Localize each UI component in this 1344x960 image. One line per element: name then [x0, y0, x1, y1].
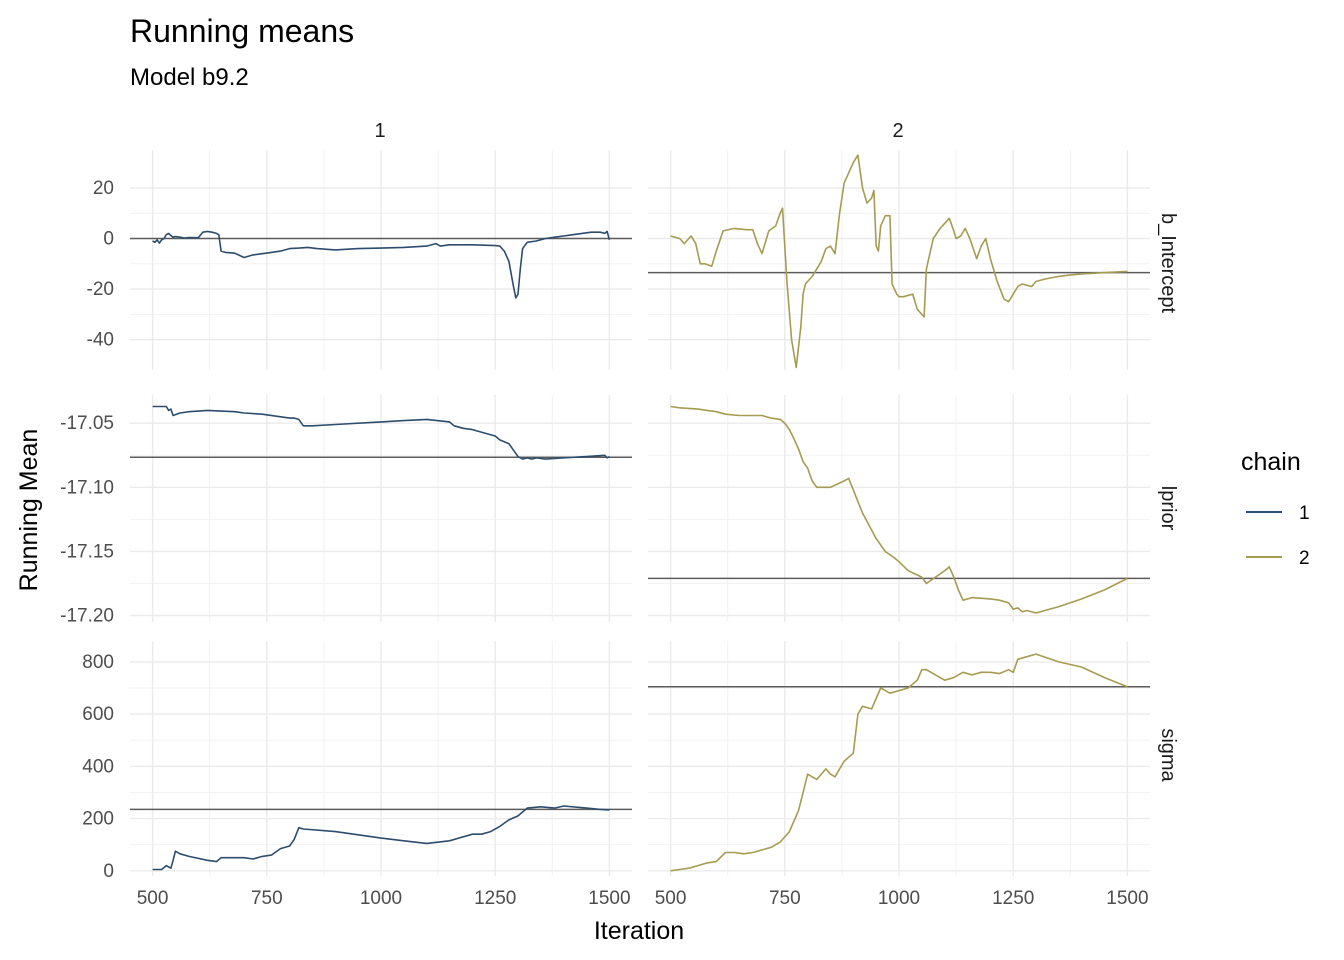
series-line-chain-1 [152, 405, 610, 460]
facet-col-label-2: 2 [892, 120, 903, 142]
x-tick-label: 500 [655, 888, 687, 909]
facet-row-label-lprior: lprior [1157, 486, 1179, 531]
panel-b-intercept-chain-1: 20 0 -20 -40 [87, 150, 632, 370]
series-line-chain-2 [670, 405, 1128, 614]
y-tick-label: 800 [82, 652, 114, 673]
panel-lprior-chain-1: -17.05 -17.10 -17.15 -17.20 [60, 395, 632, 627]
x-tick-label: 1000 [878, 888, 920, 909]
panel-lprior-chain-2 [648, 395, 1150, 622]
x-tick-label: 1250 [992, 888, 1034, 909]
y-tick-label: -20 [87, 279, 114, 300]
panel-sigma-chain-1: 800 600 400 200 0 500 750 1000 1250 1500 [82, 641, 632, 909]
legend: chain 1 2 [1241, 448, 1310, 569]
legend-title: chain [1241, 448, 1301, 476]
facet-panels: 200-20-40-17.05-17.10-17.15-17.208006004… [60, 150, 1150, 909]
y-axis-title: Running Mean [15, 429, 43, 592]
y-tick-label: -17.15 [60, 541, 114, 562]
y-tick-label: 200 [82, 809, 114, 830]
y-tick-label: 0 [103, 229, 114, 250]
y-tick-label: -17.05 [60, 413, 114, 434]
y-tick-label: 20 [93, 178, 114, 199]
x-tick-label: 1500 [588, 888, 630, 909]
legend-label-chain-1: 1 [1299, 503, 1310, 524]
panel-sigma-chain-2: 500 750 1000 1250 1500 [648, 641, 1150, 909]
facet-row-label-b-intercept: b_Intercept [1157, 213, 1179, 314]
x-tick-label: 1250 [474, 888, 516, 909]
x-axis-title: Iteration [594, 917, 684, 945]
x-tick-label: 750 [251, 888, 283, 909]
facet-col-label-1: 1 [374, 120, 385, 142]
x-tick-label: 1500 [1106, 888, 1148, 909]
y-tick-label: 0 [103, 861, 114, 882]
series-line-chain-1 [152, 805, 610, 871]
y-tick-label: 600 [82, 704, 114, 725]
series-line-chain-1 [152, 230, 611, 299]
x-tick-label: 500 [137, 888, 169, 909]
panel-b-intercept-chain-2 [648, 150, 1150, 370]
legend-label-chain-2: 2 [1299, 548, 1310, 569]
chart-title: Running means [130, 13, 354, 49]
y-tick-label: 400 [82, 756, 114, 777]
facet-row-label-sigma: sigma [1157, 728, 1179, 782]
y-tick-label: -40 [87, 330, 114, 351]
y-tick-label: -17.20 [60, 606, 114, 627]
series-line-chain-2 [670, 154, 1128, 369]
chart-subtitle: Model b9.2 [130, 64, 249, 91]
x-tick-label: 750 [769, 888, 801, 909]
y-tick-label: -17.10 [60, 477, 114, 498]
series-line-chain-2 [670, 653, 1128, 872]
x-tick-label: 1000 [360, 888, 402, 909]
